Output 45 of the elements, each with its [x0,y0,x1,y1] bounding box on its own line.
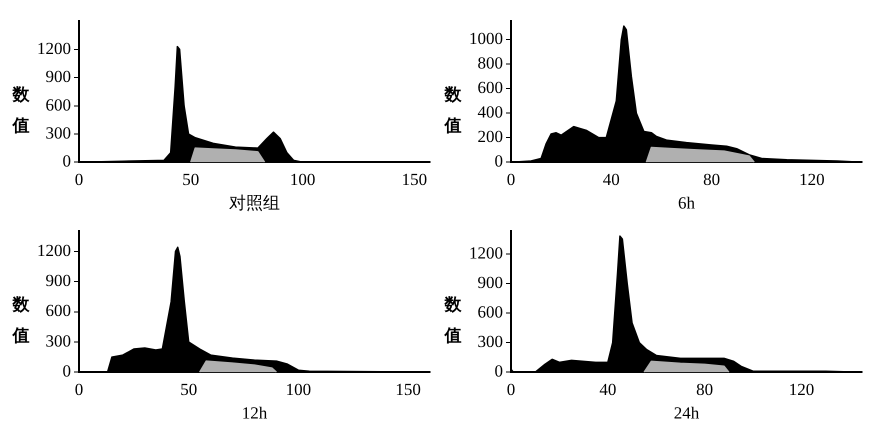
y-tick-label: 200 [478,127,503,146]
y-tick-label: 900 [46,67,71,86]
y-tick-label: 0 [494,362,503,381]
y-tick-label: 600 [478,302,503,322]
x-tick-label: 120 [799,170,825,189]
x-axis-title: 12h [242,403,268,422]
y-tick-label: 1200 [37,240,71,260]
x-axis-title: 24h [674,403,700,422]
x-axis-title: 对照组 [229,193,280,212]
y-axis-title: 数值 [444,84,462,138]
x-tick-label: 80 [696,380,714,399]
x-axis-title: 6h [678,193,696,212]
y-tick-label: 600 [46,95,71,114]
y-tick-label: 1000 [469,29,503,48]
x-tick-label: 40 [602,170,620,189]
x-tick-label: 50 [180,380,198,399]
x-tick-label: 50 [182,170,200,189]
y-tick-label: 300 [478,332,503,352]
y-tick-label: 400 [478,102,503,122]
y-tick-label: 800 [478,54,503,73]
y-axis-title: 数值 [12,84,30,138]
y-axis-title: 数值 [12,294,30,348]
x-tick-label: 120 [788,380,814,399]
x-tick-label: 100 [286,380,312,399]
y-tick-label: 300 [46,331,71,350]
y-tick-label: 1200 [469,243,503,262]
y-tick-label: 600 [46,301,71,320]
x-tick-label: 0 [74,380,84,399]
y-tick-label: 300 [46,123,71,142]
x-tick-label: 100 [290,170,316,189]
y-tick-label: 1200 [37,38,71,58]
x-tick-label: 0 [506,380,516,399]
y-tick-label: 600 [478,78,503,98]
x-tick-label: 40 [599,380,616,399]
x-tick-label: 0 [74,170,84,189]
x-tick-label: 0 [506,170,516,189]
x-tick-label: 80 [703,170,720,189]
x-tick-label: 150 [402,170,428,189]
y-tick-label: 0 [62,152,71,171]
y-tick-label: 900 [478,272,503,292]
x-tick-label: 150 [395,380,421,399]
y-tick-label: 0 [494,152,503,171]
y-tick-label: 0 [62,362,71,381]
y-tick-label: 900 [46,271,71,290]
y-axis-title: 数值 [444,294,462,348]
